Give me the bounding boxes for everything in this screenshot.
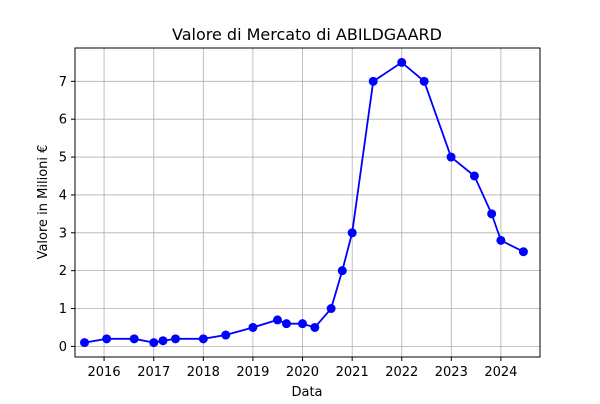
plot-area-frame	[74, 47, 541, 358]
data-point	[368, 76, 378, 86]
data-point	[469, 171, 479, 181]
data-point	[326, 304, 336, 314]
y-tick-label: 6	[59, 113, 67, 128]
grid	[75, 48, 540, 357]
y-tick-label: 3	[59, 226, 67, 241]
data-point	[171, 334, 180, 344]
y-tick-label: 1	[59, 302, 67, 317]
x-axis: 2016 2017 2018 2019 2020 2021 2022 2023 2024	[88, 357, 517, 380]
data-point	[397, 57, 407, 67]
data-point	[297, 319, 307, 329]
data-point	[419, 76, 429, 86]
data-point	[158, 336, 168, 346]
x-tick-label: 2017	[137, 365, 170, 380]
x-tick-label: 2018	[187, 365, 220, 380]
chart-title: Valore di Mercato di ABILDGAARD	[172, 25, 442, 44]
data-point	[102, 334, 112, 344]
data-point	[337, 266, 347, 276]
y-axis-label: Valore in Milioni €	[36, 145, 51, 260]
y-tick-label: 5	[59, 151, 67, 166]
y-tick-label: 0	[59, 340, 67, 355]
data-point	[221, 330, 231, 340]
y-axis: 0 1 2 3 4 5 6 7	[59, 75, 75, 355]
data-point	[129, 334, 139, 344]
data-point	[487, 209, 497, 219]
x-tick-label: 2024	[484, 365, 517, 380]
x-axis-label: Data	[291, 385, 322, 400]
x-tick-label: 2022	[385, 365, 418, 380]
x-tick-label: 2019	[236, 365, 269, 380]
series-layer	[80, 57, 528, 348]
y-tick-label: 4	[59, 188, 67, 203]
data-point	[272, 315, 282, 325]
data-point	[248, 322, 258, 332]
data-point	[446, 152, 456, 162]
x-tick-label: 2020	[286, 365, 319, 380]
y-tick-label: 7	[59, 75, 67, 90]
data-point	[518, 247, 528, 257]
data-point	[281, 319, 291, 329]
data-point	[80, 338, 90, 348]
y-tick-label: 2	[59, 264, 67, 279]
data-point	[347, 228, 357, 238]
data-point	[310, 322, 320, 332]
x-tick-label: 2021	[336, 365, 369, 380]
data-point	[149, 338, 159, 348]
x-tick-label: 2016	[88, 365, 121, 380]
x-tick-label: 2023	[435, 365, 468, 380]
data-point	[496, 235, 506, 245]
data-point	[198, 334, 208, 344]
